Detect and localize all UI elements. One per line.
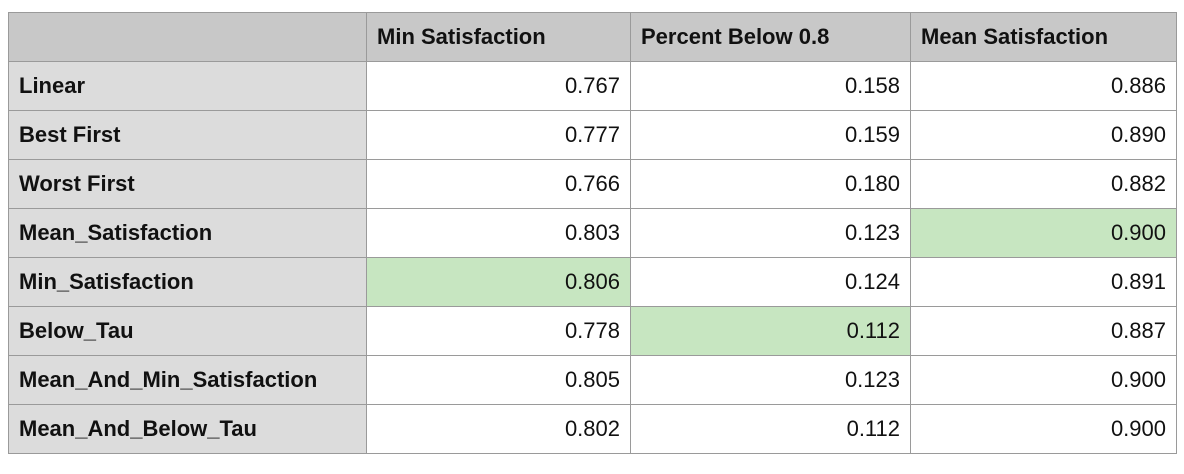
table-row: Worst First 0.766 0.180 0.882 (8, 159, 1177, 209)
value-cell: 0.777 (366, 110, 631, 160)
results-table: Min Satisfaction Percent Below 0.8 Mean … (8, 12, 1177, 454)
table-body: Linear 0.767 0.158 0.886 Best First 0.777 0.15… (8, 61, 1177, 454)
value-cell: 0.159 (630, 110, 911, 160)
value-cell: 0.123 (630, 208, 911, 258)
row-header: Mean_And_Below_Tau (8, 404, 367, 454)
table-row: Best First 0.777 0.159 0.890 (8, 110, 1177, 160)
row-header: Best First (8, 110, 367, 160)
table-row: Mean_And_Below_Tau 0.802 0.112 0.900 (8, 404, 1177, 454)
value-cell: 0.886 (910, 61, 1177, 111)
table-row: Linear 0.767 0.158 0.886 (8, 61, 1177, 111)
row-header: Linear (8, 61, 367, 111)
column-header: Mean Satisfaction (910, 12, 1177, 62)
corner-cell (8, 12, 367, 62)
results-table-container: Min Satisfaction Percent Below 0.8 Mean … (8, 12, 1177, 454)
column-header: Min Satisfaction (366, 12, 631, 62)
best-value-cell: 0.806 (366, 257, 631, 307)
row-header: Worst First (8, 159, 367, 209)
value-cell: 0.124 (630, 257, 911, 307)
table-row: Min_Satisfaction 0.806 0.124 0.891 (8, 257, 1177, 307)
value-cell: 0.805 (366, 355, 631, 405)
best-value-cell: 0.900 (910, 208, 1177, 258)
value-cell: 0.890 (910, 110, 1177, 160)
value-cell: 0.803 (366, 208, 631, 258)
value-cell: 0.180 (630, 159, 911, 209)
value-cell: 0.900 (910, 355, 1177, 405)
row-header: Min_Satisfaction (8, 257, 367, 307)
best-value-cell: 0.112 (630, 306, 911, 356)
value-cell: 0.778 (366, 306, 631, 356)
row-header: Below_Tau (8, 306, 367, 356)
row-header: Mean_And_Min_Satisfaction (8, 355, 367, 405)
value-cell: 0.112 (630, 404, 911, 454)
table-row: Mean_Satisfaction 0.803 0.123 0.900 (8, 208, 1177, 258)
table-row: Below_Tau 0.778 0.112 0.887 (8, 306, 1177, 356)
value-cell: 0.882 (910, 159, 1177, 209)
header-row: Min Satisfaction Percent Below 0.8 Mean … (8, 12, 1177, 62)
value-cell: 0.767 (366, 61, 631, 111)
value-cell: 0.158 (630, 61, 911, 111)
column-header: Percent Below 0.8 (630, 12, 911, 62)
table-row: Mean_And_Min_Satisfaction 0.805 0.123 0.900 (8, 355, 1177, 405)
value-cell: 0.123 (630, 355, 911, 405)
value-cell: 0.891 (910, 257, 1177, 307)
value-cell: 0.900 (910, 404, 1177, 454)
value-cell: 0.766 (366, 159, 631, 209)
value-cell: 0.802 (366, 404, 631, 454)
value-cell: 0.887 (910, 306, 1177, 356)
row-header: Mean_Satisfaction (8, 208, 367, 258)
